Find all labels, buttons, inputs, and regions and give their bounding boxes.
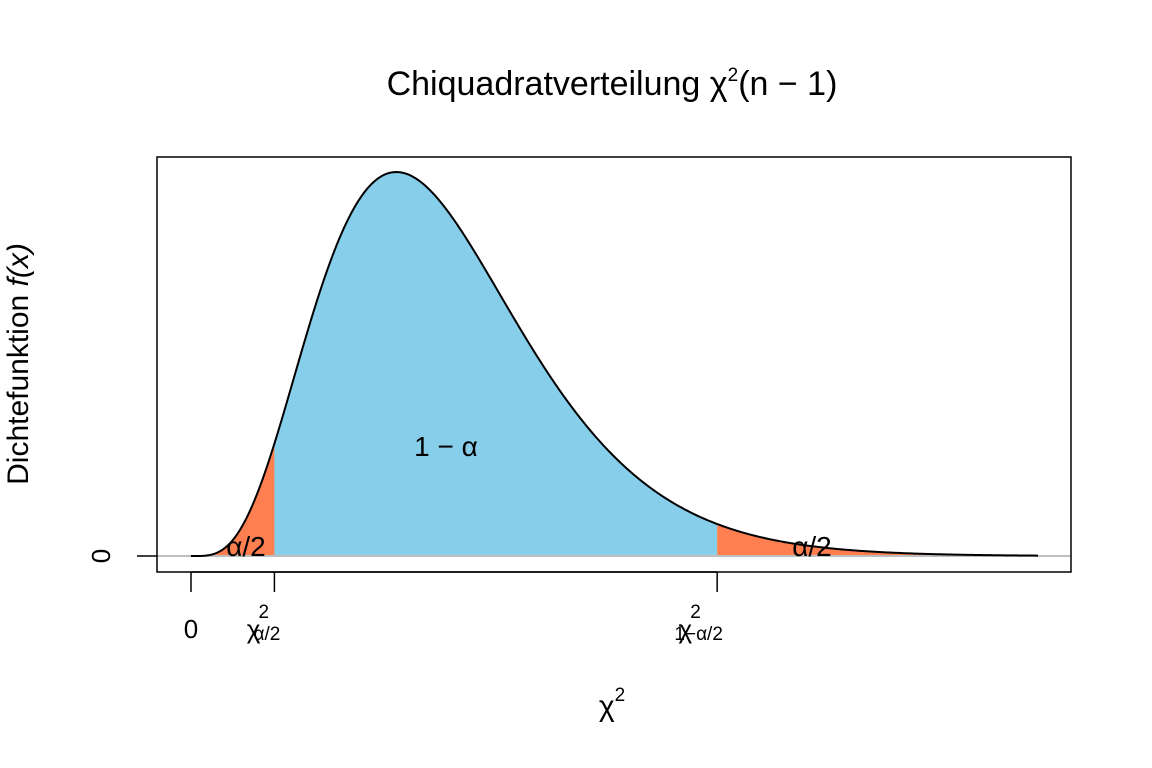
region-label-upper-tail: α/2: [792, 531, 832, 562]
x-axis-label: χ2: [599, 685, 625, 723]
x-axis: 0 χ2 α/2 χ2 1−α/2: [184, 571, 723, 645]
shaded-regions: [191, 172, 1038, 556]
x-tick-label: χ2 α/2: [247, 602, 281, 645]
y-axis: 0: [86, 549, 157, 563]
density-curve: [191, 170, 1039, 557]
chart-title: Chiquadratverteilung χ2(n − 1): [387, 65, 838, 103]
x-tick-label: χ2 1−α/2: [674, 602, 723, 645]
x-tick-label: 0: [184, 614, 198, 644]
region-label-center: 1 − α: [414, 431, 478, 462]
y-axis-label: Dichtefunktion f(x): [2, 243, 35, 485]
region-center: [274, 172, 718, 556]
region-lower-tail: [191, 443, 275, 556]
region-label-lower-tail: α/2: [226, 531, 266, 562]
region-labels: α/2 1 − α α/2: [226, 431, 832, 562]
y-tick-label: 0: [86, 549, 116, 563]
region-upper-tail: [717, 524, 1038, 556]
